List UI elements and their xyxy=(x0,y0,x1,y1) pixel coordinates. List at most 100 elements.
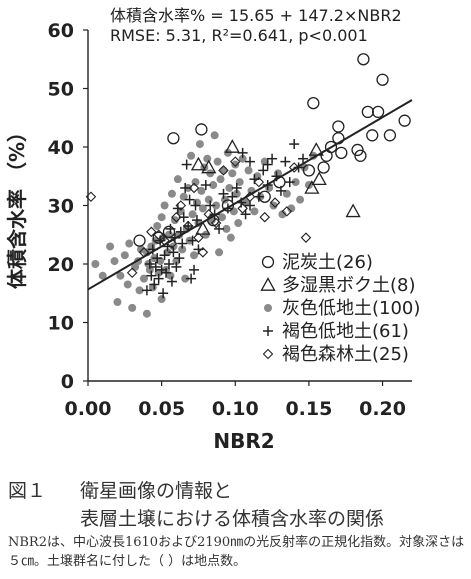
data-point xyxy=(120,251,129,260)
data-point xyxy=(174,253,185,264)
data-point-shape xyxy=(110,257,119,266)
data-point xyxy=(153,273,164,284)
data-point xyxy=(209,181,218,190)
data-point xyxy=(195,221,211,235)
data-point xyxy=(345,203,361,218)
data-point xyxy=(311,171,327,186)
legend-marker-shape xyxy=(261,255,275,269)
data-point-shape xyxy=(120,251,129,260)
data-point xyxy=(215,248,224,257)
data-point xyxy=(357,53,370,66)
data-point xyxy=(398,114,411,127)
data-point-shape xyxy=(213,157,222,166)
data-point xyxy=(238,154,247,163)
data-point-shape xyxy=(231,160,240,169)
legend-label: 褐色低地土(61) xyxy=(282,321,409,342)
data-point xyxy=(149,279,160,290)
data-point-shape xyxy=(250,207,259,216)
data-point xyxy=(172,203,183,214)
data-point xyxy=(289,139,300,150)
data-point xyxy=(260,157,269,166)
data-point-shape xyxy=(288,162,300,173)
data-point-shape xyxy=(167,132,180,145)
data-point-shape xyxy=(146,226,157,238)
legend-label: 褐色森林土(25) xyxy=(282,344,409,365)
data-point xyxy=(244,191,256,203)
data-point xyxy=(282,189,291,198)
data-point xyxy=(229,156,241,167)
data-point xyxy=(162,225,176,238)
data-point xyxy=(245,156,255,167)
data-point xyxy=(176,207,185,216)
data-point xyxy=(160,201,169,210)
legend-marker-shape xyxy=(264,304,272,312)
data-point xyxy=(300,232,312,243)
data-point xyxy=(280,156,291,167)
data-point xyxy=(351,143,364,157)
data-point-shape xyxy=(167,189,176,198)
data-point xyxy=(191,215,202,226)
legend-label: 灰色低地土(100) xyxy=(282,298,420,319)
data-point xyxy=(218,165,229,176)
data-point xyxy=(210,131,219,140)
data-point xyxy=(91,260,100,268)
data-point-shape xyxy=(163,248,172,257)
data-point xyxy=(158,288,169,299)
data-point xyxy=(354,149,367,162)
series-open-circle xyxy=(133,53,411,247)
data-point-shape xyxy=(176,207,185,216)
data-point-shape xyxy=(113,298,122,307)
legend: 泥炭土(26)多湿黒ボク土(8)灰色低地土(100)褐色低地土(61)褐色森林土… xyxy=(260,252,420,365)
data-point-shape xyxy=(190,156,207,171)
legend-marker xyxy=(264,304,272,312)
data-point-shape xyxy=(197,186,206,195)
data-point xyxy=(161,267,172,278)
data-point xyxy=(139,274,148,283)
data-point-shape xyxy=(198,204,207,213)
y-tick-label: 40 xyxy=(48,137,74,159)
data-point-shape xyxy=(228,169,237,178)
data-point xyxy=(188,182,200,194)
data-point-shape xyxy=(210,131,219,140)
data-point xyxy=(224,139,240,153)
data-point-shape xyxy=(125,239,134,248)
data-point xyxy=(179,192,188,201)
data-point-shape xyxy=(291,178,300,187)
data-point xyxy=(164,259,174,269)
data-point xyxy=(178,245,187,254)
data-point xyxy=(288,162,300,173)
legend-marker-shape xyxy=(262,348,274,360)
data-point-shape xyxy=(282,189,291,198)
data-point xyxy=(231,182,242,193)
data-point-shape xyxy=(195,221,211,235)
data-point-shape xyxy=(160,201,169,210)
data-point xyxy=(156,257,165,266)
data-point-shape xyxy=(234,219,243,228)
data-point-shape xyxy=(193,232,204,243)
figure-note: NBR2は、中心波長1610および2190㎚の光反射率の正規化指数。対象深さは５… xyxy=(8,535,465,569)
figure-title-line1: 衛星画像の情報と xyxy=(80,480,233,502)
data-point xyxy=(218,213,227,222)
data-point-shape xyxy=(152,231,165,244)
data-point xyxy=(197,247,209,258)
data-point-shape xyxy=(106,242,115,251)
data-point xyxy=(376,73,389,86)
data-point xyxy=(258,190,271,203)
data-point xyxy=(159,250,170,261)
data-point-shape xyxy=(311,171,327,186)
data-point xyxy=(85,191,97,203)
data-point-shape xyxy=(354,149,367,162)
data-point xyxy=(262,159,273,170)
data-point-shape xyxy=(302,164,316,177)
data-point xyxy=(371,105,385,119)
data-point-shape xyxy=(269,197,281,208)
data-point xyxy=(163,248,172,257)
data-point-shape xyxy=(91,260,100,268)
data-point-shape xyxy=(235,178,244,187)
data-point xyxy=(128,303,137,312)
data-point xyxy=(106,242,115,251)
data-point-shape xyxy=(281,206,293,217)
y-tick-label: 20 xyxy=(48,254,74,276)
data-point xyxy=(218,188,229,199)
data-point xyxy=(200,180,211,191)
